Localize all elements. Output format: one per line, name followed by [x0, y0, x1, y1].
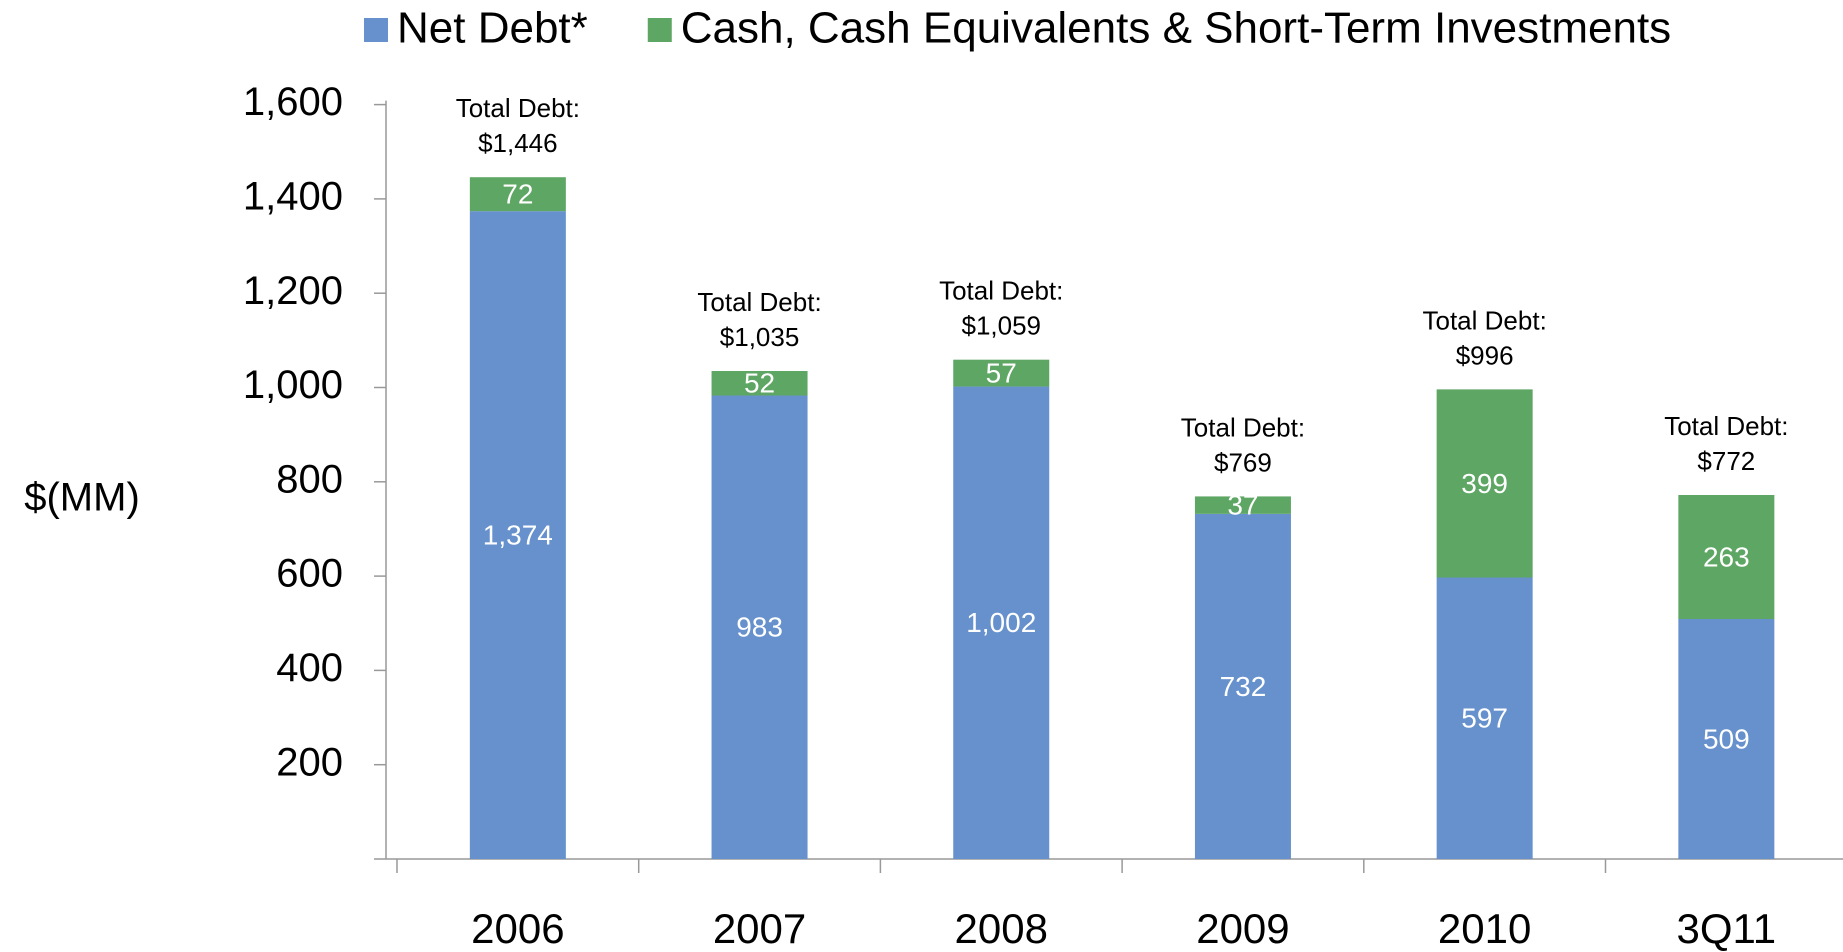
data-label: 1,002: [966, 607, 1036, 638]
data-label: 509: [1703, 723, 1750, 754]
x-tick-label: 3Q11: [1677, 905, 1777, 952]
y-tick-label: 1,600: [243, 80, 343, 124]
total-value: $1,446: [478, 128, 558, 158]
data-label: 72: [502, 179, 533, 210]
total-label: Total Debt:: [1181, 412, 1305, 442]
bar-segment: [711, 395, 808, 859]
data-label: 37: [1227, 490, 1258, 521]
bar-segment: [1678, 619, 1775, 859]
y-tick-label: 1,000: [243, 363, 343, 407]
bar-segment: [953, 359, 1050, 387]
legend-swatch: [364, 18, 388, 42]
total-label: Total Debt:: [939, 276, 1063, 306]
total-label: Total Debt:: [1664, 411, 1788, 441]
total-value: $769: [1214, 447, 1272, 477]
data-label: 1,374: [483, 519, 553, 550]
total-value: $1,035: [720, 322, 800, 352]
y-tick-label: 800: [276, 457, 343, 501]
bar-segment: [469, 211, 566, 859]
y-tick-label: 600: [276, 552, 343, 596]
data-label: 597: [1461, 703, 1508, 734]
total-value: $772: [1697, 446, 1755, 476]
total-value: $996: [1456, 340, 1514, 370]
data-label: 57: [986, 358, 1017, 389]
total-label: Total Debt:: [1423, 305, 1547, 335]
data-label: 732: [1220, 671, 1267, 702]
bar-segment: [1678, 495, 1775, 620]
total-value: $1,059: [961, 311, 1041, 341]
y-tick-label: 1,200: [243, 269, 343, 313]
total-label: Total Debt:: [456, 93, 580, 123]
x-tick-label: 2009: [1196, 905, 1289, 952]
data-label: 983: [736, 612, 783, 643]
bar-segment: [711, 370, 808, 396]
y-tick-label: 1,400: [243, 174, 343, 218]
legend-label: Net Debt*: [397, 4, 588, 53]
legend-swatch: [647, 18, 672, 42]
data-label: 399: [1461, 468, 1508, 499]
data-label: 52: [744, 368, 775, 399]
x-tick-label: 2010: [1438, 905, 1531, 952]
y-tick-label: 400: [276, 646, 343, 690]
total-label: Total Debt:: [697, 287, 821, 317]
bar-segment: [1436, 577, 1533, 859]
bar-segment: [469, 177, 566, 212]
data-label: 263: [1703, 541, 1750, 572]
bar-segment: [1436, 389, 1533, 578]
y-tick-label: 200: [276, 740, 343, 784]
x-tick-label: 2007: [713, 905, 806, 952]
bar-segment: [1194, 513, 1291, 859]
x-tick-label: 2008: [955, 905, 1048, 952]
x-tick-label: 2006: [471, 905, 564, 952]
bar-segment: [1194, 496, 1291, 514]
y-axis-label: $(MM): [24, 476, 140, 520]
bar-segment: [953, 386, 1050, 859]
legend-label: Cash, Cash Equivalents & Short-Term Inve…: [681, 4, 1671, 53]
